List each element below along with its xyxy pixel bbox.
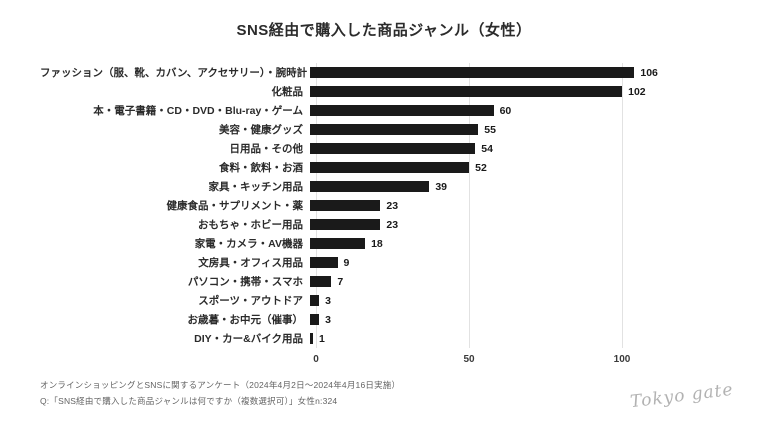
chart-row: 化粧品 102 [40, 82, 740, 101]
chart-row: パソコン・携帯・スマホ 7 [40, 272, 740, 291]
category-label: 健康食品・サプリメント・薬 [166, 200, 304, 212]
bar-track: 23 [310, 218, 740, 231]
chart-row: 文房具・オフィス用品 9 [40, 253, 740, 272]
category-label: お歳暮・お中元（催事） [187, 314, 304, 326]
value-label: 54 [481, 142, 493, 155]
bar [310, 276, 332, 287]
category-label: DIY・カー&バイク用品 [194, 333, 303, 345]
chart-row: 健康食品・サプリメント・薬 23 [40, 196, 740, 215]
gridline-100 [622, 63, 623, 348]
chart-row: スポーツ・アウトドア 3 [40, 291, 740, 310]
bar-track: 106 [310, 66, 740, 79]
bar [310, 257, 338, 268]
value-label: 39 [435, 180, 448, 193]
chart-row: 家具・キッチン用品 39 [40, 177, 740, 196]
survey-note: オンラインショッピングとSNSに関するアンケート（2024年4月2日～2024年… [40, 380, 401, 390]
category-label: 日用品・その他 [229, 143, 304, 155]
bar-track: 23 [310, 199, 740, 212]
bar [310, 238, 366, 249]
bar [310, 314, 320, 325]
bar-track: 7 [310, 275, 740, 288]
bar-track: 18 [310, 237, 740, 250]
chart-title: SNS経由で購入した商品ジャンル（女性） [236, 22, 532, 39]
x-tick-label-50: 50 [463, 354, 475, 365]
bar [310, 181, 430, 192]
bar-track: 60 [310, 104, 740, 117]
tokyo-gate-logo: Tokyo gate [629, 379, 735, 413]
value-label: 3 [325, 294, 332, 307]
bar [310, 86, 623, 97]
value-label: 106 [640, 66, 658, 79]
chart-row: ファッション（服、靴、カバン、アクセサリー）・腕時計 106 [40, 63, 740, 82]
bar [310, 333, 314, 344]
bar-track: 55 [310, 123, 740, 136]
category-label: 食料・飲料・お酒 [219, 162, 303, 174]
chart-rows: ファッション（服、靴、カバン、アクセサリー）・腕時計 106 化粧品 102 本・電子書… [40, 63, 740, 348]
category-label: おもちゃ・ホビー用品 [198, 219, 303, 231]
chart-row: DIY・カー&バイク用品 1 [40, 329, 740, 348]
bar-track: 54 [310, 142, 740, 155]
value-label: 52 [475, 161, 487, 174]
category-label: 美容・健康グッズ [219, 124, 303, 136]
bar [310, 124, 479, 135]
value-label: 3 [325, 313, 332, 326]
bar-track: 39 [310, 180, 740, 193]
chart-row: 食料・飲料・お酒 52 [40, 158, 740, 177]
x-tick-label-0: 0 [313, 354, 319, 365]
bar-track: 9 [310, 256, 740, 269]
value-label: 60 [499, 104, 512, 117]
bar-track: 102 [310, 85, 740, 98]
chart-row: 家電・カメラ・AV機器 18 [40, 234, 740, 253]
category-label: 文房具・オフィス用品 [198, 257, 303, 269]
category-label: 化粧品 [271, 86, 304, 98]
bar [310, 295, 320, 306]
bar-track: 1 [310, 332, 740, 345]
bar [310, 200, 381, 211]
category-label: ファッション（服、靴、カバン、アクセサリー）・腕時計 [40, 67, 308, 79]
value-label: 7 [337, 275, 344, 288]
source-note: オンラインショッピングとSNSに関するアンケート（2024年4月2日～2024年… [40, 377, 400, 409]
category-label: スポーツ・アウトドア [198, 295, 303, 307]
value-label: 102 [628, 85, 646, 98]
chart-row: 本・電子書籍・CD・DVD・Blu-ray・ゲーム 60 [40, 101, 740, 120]
question-note: Q:「SNS経由で購入した商品ジャンルは何ですか（複数選択可）」女性n:324 [40, 396, 338, 406]
bar [310, 105, 494, 116]
gridline-50 [469, 63, 470, 348]
bar-chart: ファッション（服、靴、カバン、アクセサリー）・腕時計 106 化粧品 102 本・電子書… [40, 63, 740, 368]
category-label: 本・電子書籍・CD・DVD・Blu-ray・ゲーム [93, 105, 303, 117]
category-label: パソコン・携帯・スマホ [187, 276, 303, 288]
value-label: 1 [319, 332, 325, 345]
bar [310, 162, 470, 173]
value-label: 23 [386, 218, 399, 231]
bar-track: 3 [310, 313, 740, 326]
bar [310, 219, 381, 230]
value-label: 18 [371, 237, 383, 250]
chart-row: おもちゃ・ホビー用品 23 [40, 215, 740, 234]
chart-row: お歳暮・お中元（催事） 3 [40, 310, 740, 329]
bar [310, 143, 476, 154]
x-tick-label-100: 100 [613, 354, 631, 365]
chart-row: 日用品・その他 54 [40, 139, 740, 158]
category-label: 家具・キッチン用品 [208, 181, 304, 193]
value-label: 23 [386, 199, 399, 212]
chart-row: 美容・健康グッズ 55 [40, 120, 740, 139]
bar [310, 67, 635, 78]
category-label: 家電・カメラ・AV機器 [194, 238, 303, 250]
bar-track: 3 [310, 294, 740, 307]
bar-track: 52 [310, 161, 740, 174]
value-label: 55 [484, 123, 496, 136]
value-label: 9 [343, 256, 350, 269]
